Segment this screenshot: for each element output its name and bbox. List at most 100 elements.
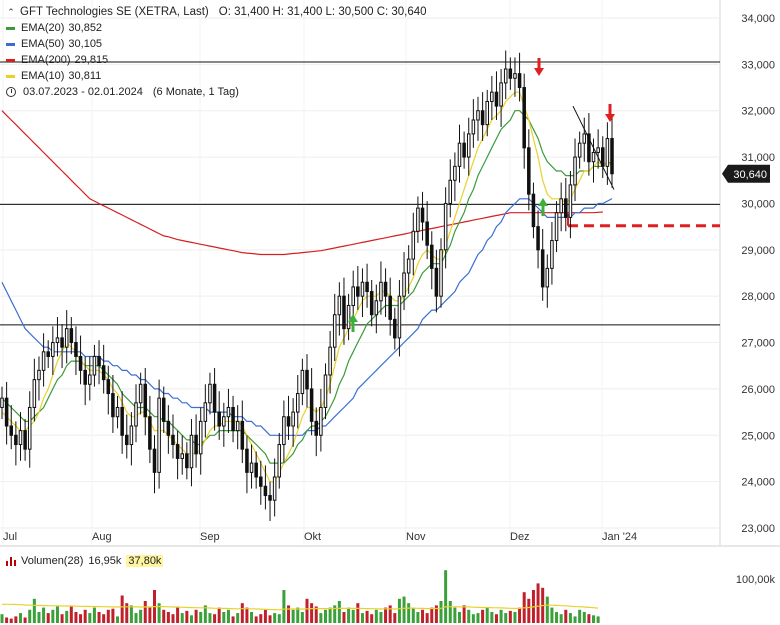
ema20-value: 30,852 <box>68 22 103 34</box>
candle-body <box>369 291 374 316</box>
candle-body <box>259 476 263 487</box>
candle-body <box>462 142 466 158</box>
volume-bars-icon <box>6 556 16 566</box>
volume-bar <box>282 590 286 623</box>
volume-bar <box>60 614 64 623</box>
candle-body <box>189 434 194 469</box>
candle-body <box>106 379 111 395</box>
candle-body <box>78 355 83 371</box>
legend-ema200[interactable]: EMA(200) 29,815 <box>6 52 427 68</box>
y-tick-label: 25,000 <box>741 430 775 442</box>
candle-body <box>309 388 314 422</box>
candle-body <box>300 369 305 395</box>
candle-body <box>351 286 355 306</box>
x-tick-label: Aug <box>92 531 112 543</box>
instrument-title: GFT Technologies SE (XETRA, Last) <box>20 6 209 18</box>
x-tick-label: Jan '24 <box>602 531 637 543</box>
candle-body <box>531 193 536 228</box>
ema50-value: 30,105 <box>68 38 103 50</box>
volume-bar <box>0 614 4 623</box>
legend-ema20[interactable]: EMA(20) 30,852 <box>6 20 427 36</box>
candle-body <box>217 411 221 427</box>
candle-body <box>494 91 499 107</box>
volume-bar <box>194 609 198 623</box>
candle-body <box>148 416 152 450</box>
last-price-badge-shape <box>722 164 770 183</box>
y-tick-label: 30,000 <box>741 198 775 210</box>
volume-bar <box>582 612 586 623</box>
volume-bar <box>189 615 193 623</box>
candle-body <box>439 249 443 297</box>
volume-value-2: 37,80k <box>126 555 164 567</box>
volume-bar <box>300 612 304 623</box>
volume-bar <box>333 605 337 623</box>
candlestick-series[interactable] <box>0 50 614 522</box>
volume-bar <box>203 605 207 623</box>
volume-bar <box>430 607 434 623</box>
volume-bar <box>467 609 471 623</box>
candle-body <box>425 221 429 246</box>
volume-bar <box>116 616 120 623</box>
ema20-line <box>1 110 613 464</box>
volume-bar <box>555 612 559 623</box>
x-tick-label: Dez <box>510 531 530 543</box>
candle-body <box>453 165 457 181</box>
candle-body <box>490 91 494 102</box>
volume-bar <box>356 603 360 623</box>
volume-bar <box>213 614 217 623</box>
candle-body <box>513 73 517 79</box>
volume-bar <box>120 595 124 623</box>
candle-body <box>314 420 319 436</box>
candle-body <box>171 434 175 446</box>
volume-bar <box>296 607 300 623</box>
volume-bar <box>23 617 27 623</box>
buy-arrow-icon <box>538 198 548 206</box>
volume-axis: 100,00k <box>736 574 776 586</box>
volume-bar <box>129 605 133 623</box>
volume-bar <box>226 609 230 623</box>
candle-body <box>120 406 124 436</box>
legend-ema10[interactable]: EMA(10) 30,811 <box>6 68 427 84</box>
candle-body <box>88 374 92 385</box>
candle-body <box>240 420 245 450</box>
candle-body <box>564 198 568 218</box>
volume-bar <box>411 607 415 623</box>
candle-body <box>319 406 323 436</box>
candle-body <box>60 337 64 348</box>
volume-bar <box>102 614 106 623</box>
last-price-badge: 30,640 <box>722 164 770 183</box>
candle-body <box>4 397 9 427</box>
volume-bar <box>550 607 554 623</box>
volume-bar <box>199 612 203 623</box>
x-tick-label: Nov <box>406 531 426 543</box>
volume-bar <box>46 613 50 623</box>
volume-bar <box>527 598 531 623</box>
ema200-line <box>1 110 603 256</box>
volume-bar <box>453 607 457 623</box>
clock-icon <box>6 87 16 97</box>
volume-bar <box>407 603 411 623</box>
candle-body <box>212 383 217 413</box>
candle-body <box>14 434 18 446</box>
legend-ema50[interactable]: EMA(50) 30,105 <box>6 36 427 52</box>
volume-bar <box>9 618 13 623</box>
candle-body <box>83 369 87 385</box>
candle-body <box>23 430 27 450</box>
volume-bar <box>425 613 429 623</box>
collapse-icon[interactable]: ⌃ <box>7 7 15 17</box>
volume-bar <box>499 609 503 623</box>
volume-bar <box>111 608 115 623</box>
volume-bar <box>328 607 332 623</box>
candle-body <box>430 244 434 269</box>
candle-body <box>194 434 198 455</box>
candle-body <box>138 383 143 404</box>
volume-bar <box>291 609 295 623</box>
horizontal-lines[interactable] <box>0 61 720 326</box>
volume-bar <box>485 607 489 623</box>
y-tick-label: 31,000 <box>741 152 775 164</box>
volume-bar <box>481 609 485 623</box>
ema20-label: EMA(20) <box>21 22 65 34</box>
volume-bar <box>231 616 235 623</box>
volume-bar <box>268 615 272 623</box>
